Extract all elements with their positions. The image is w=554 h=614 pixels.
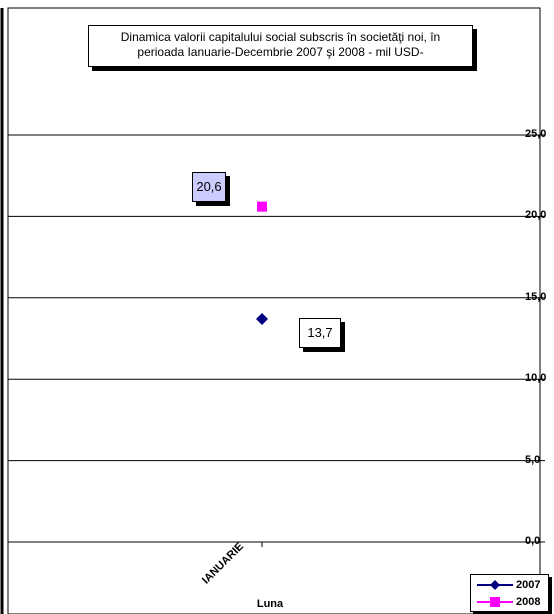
y-tick-label: 10,0 [525, 372, 547, 385]
data-label-2007: 13,7 [299, 318, 341, 348]
x-axis-label: Luna [256, 598, 284, 610]
y-tick-label: 25,0 [525, 128, 547, 140]
data-label-2008: 20,6 [192, 172, 226, 202]
data-point-2008 [257, 201, 267, 212]
chart-title-line-2: perioada Ianuarie-Decembrie 2007 şi 2008… [137, 45, 424, 59]
legend-marker-2008 [477, 597, 513, 607]
y-tick-label: 0,0 [525, 535, 541, 547]
chart-title-line-1: Dinamica valorii capitalului social subs… [120, 30, 441, 44]
y-tick-label: 15,0 [525, 290, 547, 303]
y-tick-label: 20,0 [525, 209, 547, 222]
data-point-2007 [256, 312, 268, 325]
legend: 2007 2008 [470, 574, 549, 612]
legend-label-2007: 2007 [516, 579, 541, 591]
legend-label-2008: 2008 [516, 596, 541, 608]
legend-item-2007: 2007 [477, 577, 540, 593]
legend-item-2008: 2008 [477, 594, 540, 610]
legend-marker-2007 [477, 580, 513, 590]
plot-area [7, 7, 541, 614]
chart-title: Dinamica valorii capitalului social subs… [88, 25, 473, 67]
y-tick-label: 5,0 [525, 453, 541, 466]
